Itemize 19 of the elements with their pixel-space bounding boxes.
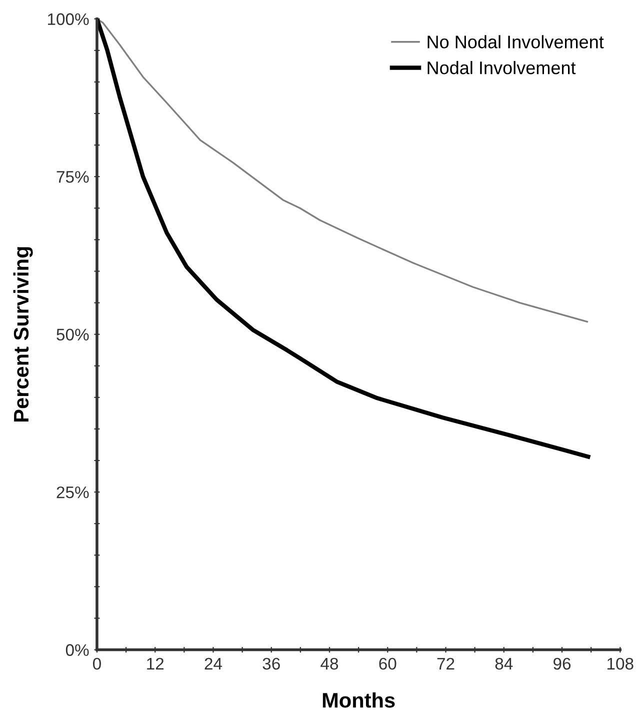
x-axis-title: Months	[322, 692, 395, 708]
legend-label: No Nodal Involvement	[428, 35, 604, 48]
x-tick-label: 12	[147, 658, 164, 670]
x-tick-label: 36	[262, 658, 280, 670]
y-tick-label: 75%	[56, 171, 89, 183]
x-tick-label: 108	[608, 658, 634, 670]
y-tick-label: 0%	[66, 644, 89, 656]
x-tick-label: 0	[92, 658, 101, 670]
x-tick-label: 72	[437, 658, 454, 670]
legend-label: Nodal Involvement	[428, 60, 576, 74]
x-tick-label: 96	[554, 658, 571, 670]
y-tick-label: 25%	[56, 486, 89, 498]
x-tick-label: 84	[495, 658, 513, 670]
y-tick-label: 50%	[56, 328, 89, 341]
x-tick-label: 60	[379, 658, 396, 670]
x-tick-label: 48	[320, 658, 338, 670]
y-axis-title: Percent Surviving	[13, 247, 33, 422]
x-tick-label: 24	[204, 658, 222, 670]
y-tick-label: 100%	[48, 13, 89, 26]
